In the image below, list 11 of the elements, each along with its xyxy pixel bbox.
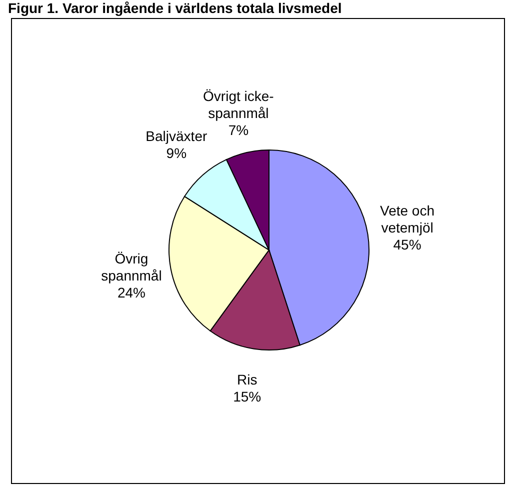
data-label: 7% bbox=[228, 122, 249, 138]
data-label: 45% bbox=[393, 236, 422, 253]
slice-label: Baljväxter bbox=[146, 128, 208, 144]
data-label: 9% bbox=[166, 144, 187, 161]
slice-label: Övrig spannmål bbox=[101, 250, 162, 284]
data-label: 15% bbox=[233, 388, 262, 404]
data-label: 24% bbox=[117, 284, 146, 301]
slice-label: Vete och vetemjöl bbox=[380, 202, 435, 236]
chart-title: Figur 1. Varor ingående i världens totala livsmedel bbox=[7, 0, 343, 16]
slice-label: Övrigt icke-spannmål bbox=[203, 88, 274, 121]
slice-label: Ris bbox=[236, 371, 258, 388]
